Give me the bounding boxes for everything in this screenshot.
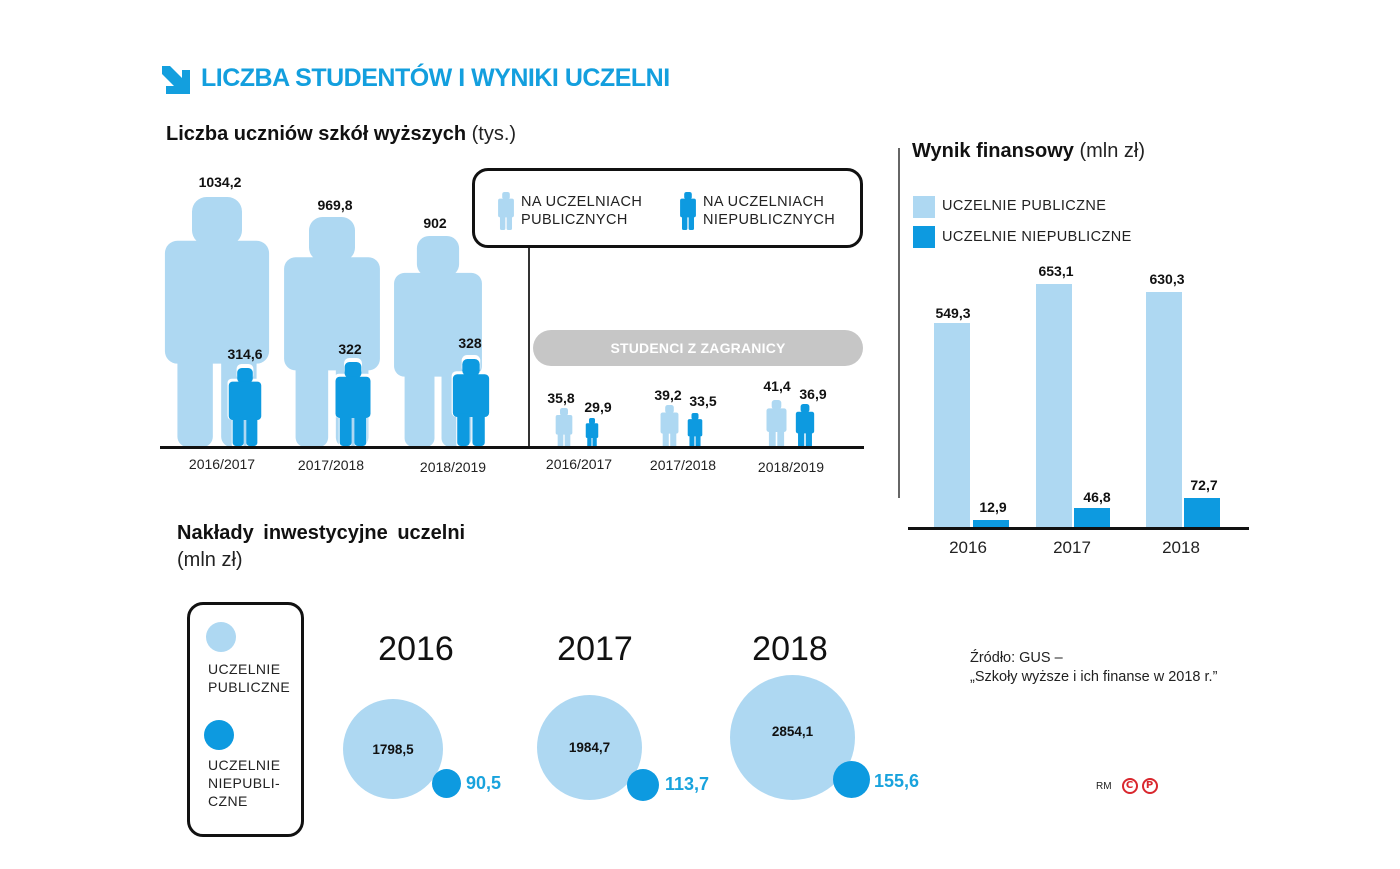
legend-swatch-public	[913, 196, 935, 218]
value-label: 902	[423, 215, 447, 231]
person-public-icon	[766, 400, 787, 448]
value-label: 29,9	[584, 399, 612, 415]
finance-divider	[898, 148, 900, 498]
value-label: 155,6	[874, 771, 920, 791]
value-label: 653,1	[1038, 263, 1074, 279]
bubble-nonpublic-2018	[833, 761, 870, 798]
x-axis-label: 2018	[1162, 538, 1200, 557]
value-label: 33,5	[689, 393, 717, 409]
bar-public-2016	[934, 323, 970, 527]
value-label: 1798,5	[372, 741, 414, 757]
person-public-icon	[498, 192, 514, 230]
year-label: 2017	[557, 630, 633, 668]
person-nonpublic-icon	[334, 362, 372, 446]
person-nonpublic-icon	[452, 359, 490, 446]
students-divider	[528, 248, 530, 446]
phonogram-icon: P	[1141, 778, 1158, 794]
person-nonpublic-icon	[227, 368, 263, 446]
finance-chart-title: Wynik finansowy (mln zł)	[912, 140, 1145, 163]
x-axis-label: 2017/2018	[297, 457, 365, 473]
value-label: 1984,7	[568, 740, 611, 755]
value-label: 1034,2	[198, 174, 242, 190]
finance-title-unit: (mln zł)	[1079, 140, 1145, 162]
investment-title-unit: (mln zł)	[177, 549, 243, 571]
bubble-nonpublic-2017	[627, 769, 659, 801]
bubble-public-2016: 1798,5	[343, 699, 443, 799]
finance-title-bold: Wynik finansowy	[912, 140, 1074, 162]
legend-public-label: NA UCZELNIACH PUBLICZNYCH	[521, 194, 643, 228]
arrow-down-right-icon	[162, 66, 190, 94]
legend-nonpublic-label: UCZELNIE NIEPUBLI- CZNE	[208, 757, 281, 809]
value-label: 12,9	[979, 499, 1007, 515]
legend-circle-public	[206, 622, 236, 652]
copyright-icon: C	[1121, 778, 1138, 794]
finance-x-axis	[908, 527, 1249, 530]
value-label: 328	[458, 335, 482, 351]
value-label: 41,4	[763, 378, 791, 394]
legend-public-label: UCZELNIE PUBLICZNE	[208, 661, 291, 695]
person-nonpublic-icon	[687, 413, 703, 448]
person-nonpublic-icon	[585, 418, 599, 448]
source-note: Źródło: GUS – „Szkoły wyższe i ich finan…	[970, 650, 1218, 685]
value-label: 969,8	[317, 197, 353, 213]
investment-legend: UCZELNIE PUBLICZNE UCZELNIE NIEPUBLI- CZ…	[187, 602, 304, 837]
students-title-unit: (tys.)	[471, 123, 517, 145]
person-public-icon	[555, 408, 573, 448]
bar-public-2017	[1036, 284, 1072, 527]
legend-circle-nonpublic	[204, 720, 234, 750]
students-legend: NA UCZELNIACH PUBLICZNYCH NA UCZELNIACH …	[472, 168, 863, 248]
legend-nonpublic-label: NA UCZELNIACH NIEPUBLICZNYCH	[703, 194, 836, 228]
legend-public-label: UCZELNIE PUBLICZNE	[942, 198, 1107, 214]
x-axis-label: 2016/2017	[188, 456, 256, 472]
bubble-public-2017: 1984,7	[537, 695, 642, 800]
foreign-students-label: STUDENCI Z ZAGRANICY	[533, 330, 863, 366]
x-axis-label: 2017	[1053, 538, 1091, 557]
bar-nonpublic-2017	[1074, 508, 1110, 527]
students-x-axis	[160, 446, 864, 449]
bar-nonpublic-2018	[1184, 498, 1220, 527]
legend-nonpublic-label: UCZELNIE NIEPUBLICZNE	[942, 229, 1132, 245]
value-label: 314,6	[227, 346, 263, 362]
value-label: 2854,1	[771, 724, 814, 739]
person-public-icon	[660, 405, 679, 448]
value-label: 322	[338, 341, 362, 357]
credits: RM C P	[1096, 778, 1158, 794]
value-label: 113,7	[665, 774, 710, 794]
bar-nonpublic-2016	[973, 520, 1009, 527]
x-axis-label: 2016/2017	[545, 456, 613, 472]
bar-public-2018	[1146, 292, 1182, 527]
students-title-bold: Liczba uczniów szkół wyższych	[166, 123, 467, 145]
value-label: 72,7	[1190, 477, 1218, 493]
person-nonpublic-icon	[680, 192, 696, 230]
value-label: 39,2	[654, 387, 682, 403]
x-axis-label: 2018/2019	[757, 459, 825, 475]
value-label: 90,5	[466, 773, 502, 793]
value-label: 549,3	[935, 305, 971, 321]
value-label: 35,8	[547, 390, 575, 406]
value-label: 36,9	[799, 386, 827, 402]
investment-title-bold: Nakłady inwestycyjne uczelni	[177, 522, 466, 544]
students-chart-title: Liczba uczniów szkół wyższych (tys.)	[166, 123, 516, 146]
legend-swatch-nonpublic	[913, 226, 935, 248]
value-label: 46,8	[1083, 489, 1111, 505]
year-label: 2018	[752, 630, 828, 668]
x-axis-label: 2018/2019	[419, 459, 487, 475]
bubble-nonpublic-2016	[432, 769, 461, 798]
value-label: 630,3	[1149, 271, 1185, 287]
x-axis-label: 2017/2018	[649, 457, 717, 473]
year-label: 2016	[378, 630, 454, 668]
author-initials: RM	[1096, 780, 1112, 792]
main-title: LICZBA STUDENTÓW I WYNIKI UCZELNI	[201, 64, 670, 92]
x-axis-label: 2016	[949, 538, 987, 557]
person-nonpublic-icon	[795, 404, 815, 448]
